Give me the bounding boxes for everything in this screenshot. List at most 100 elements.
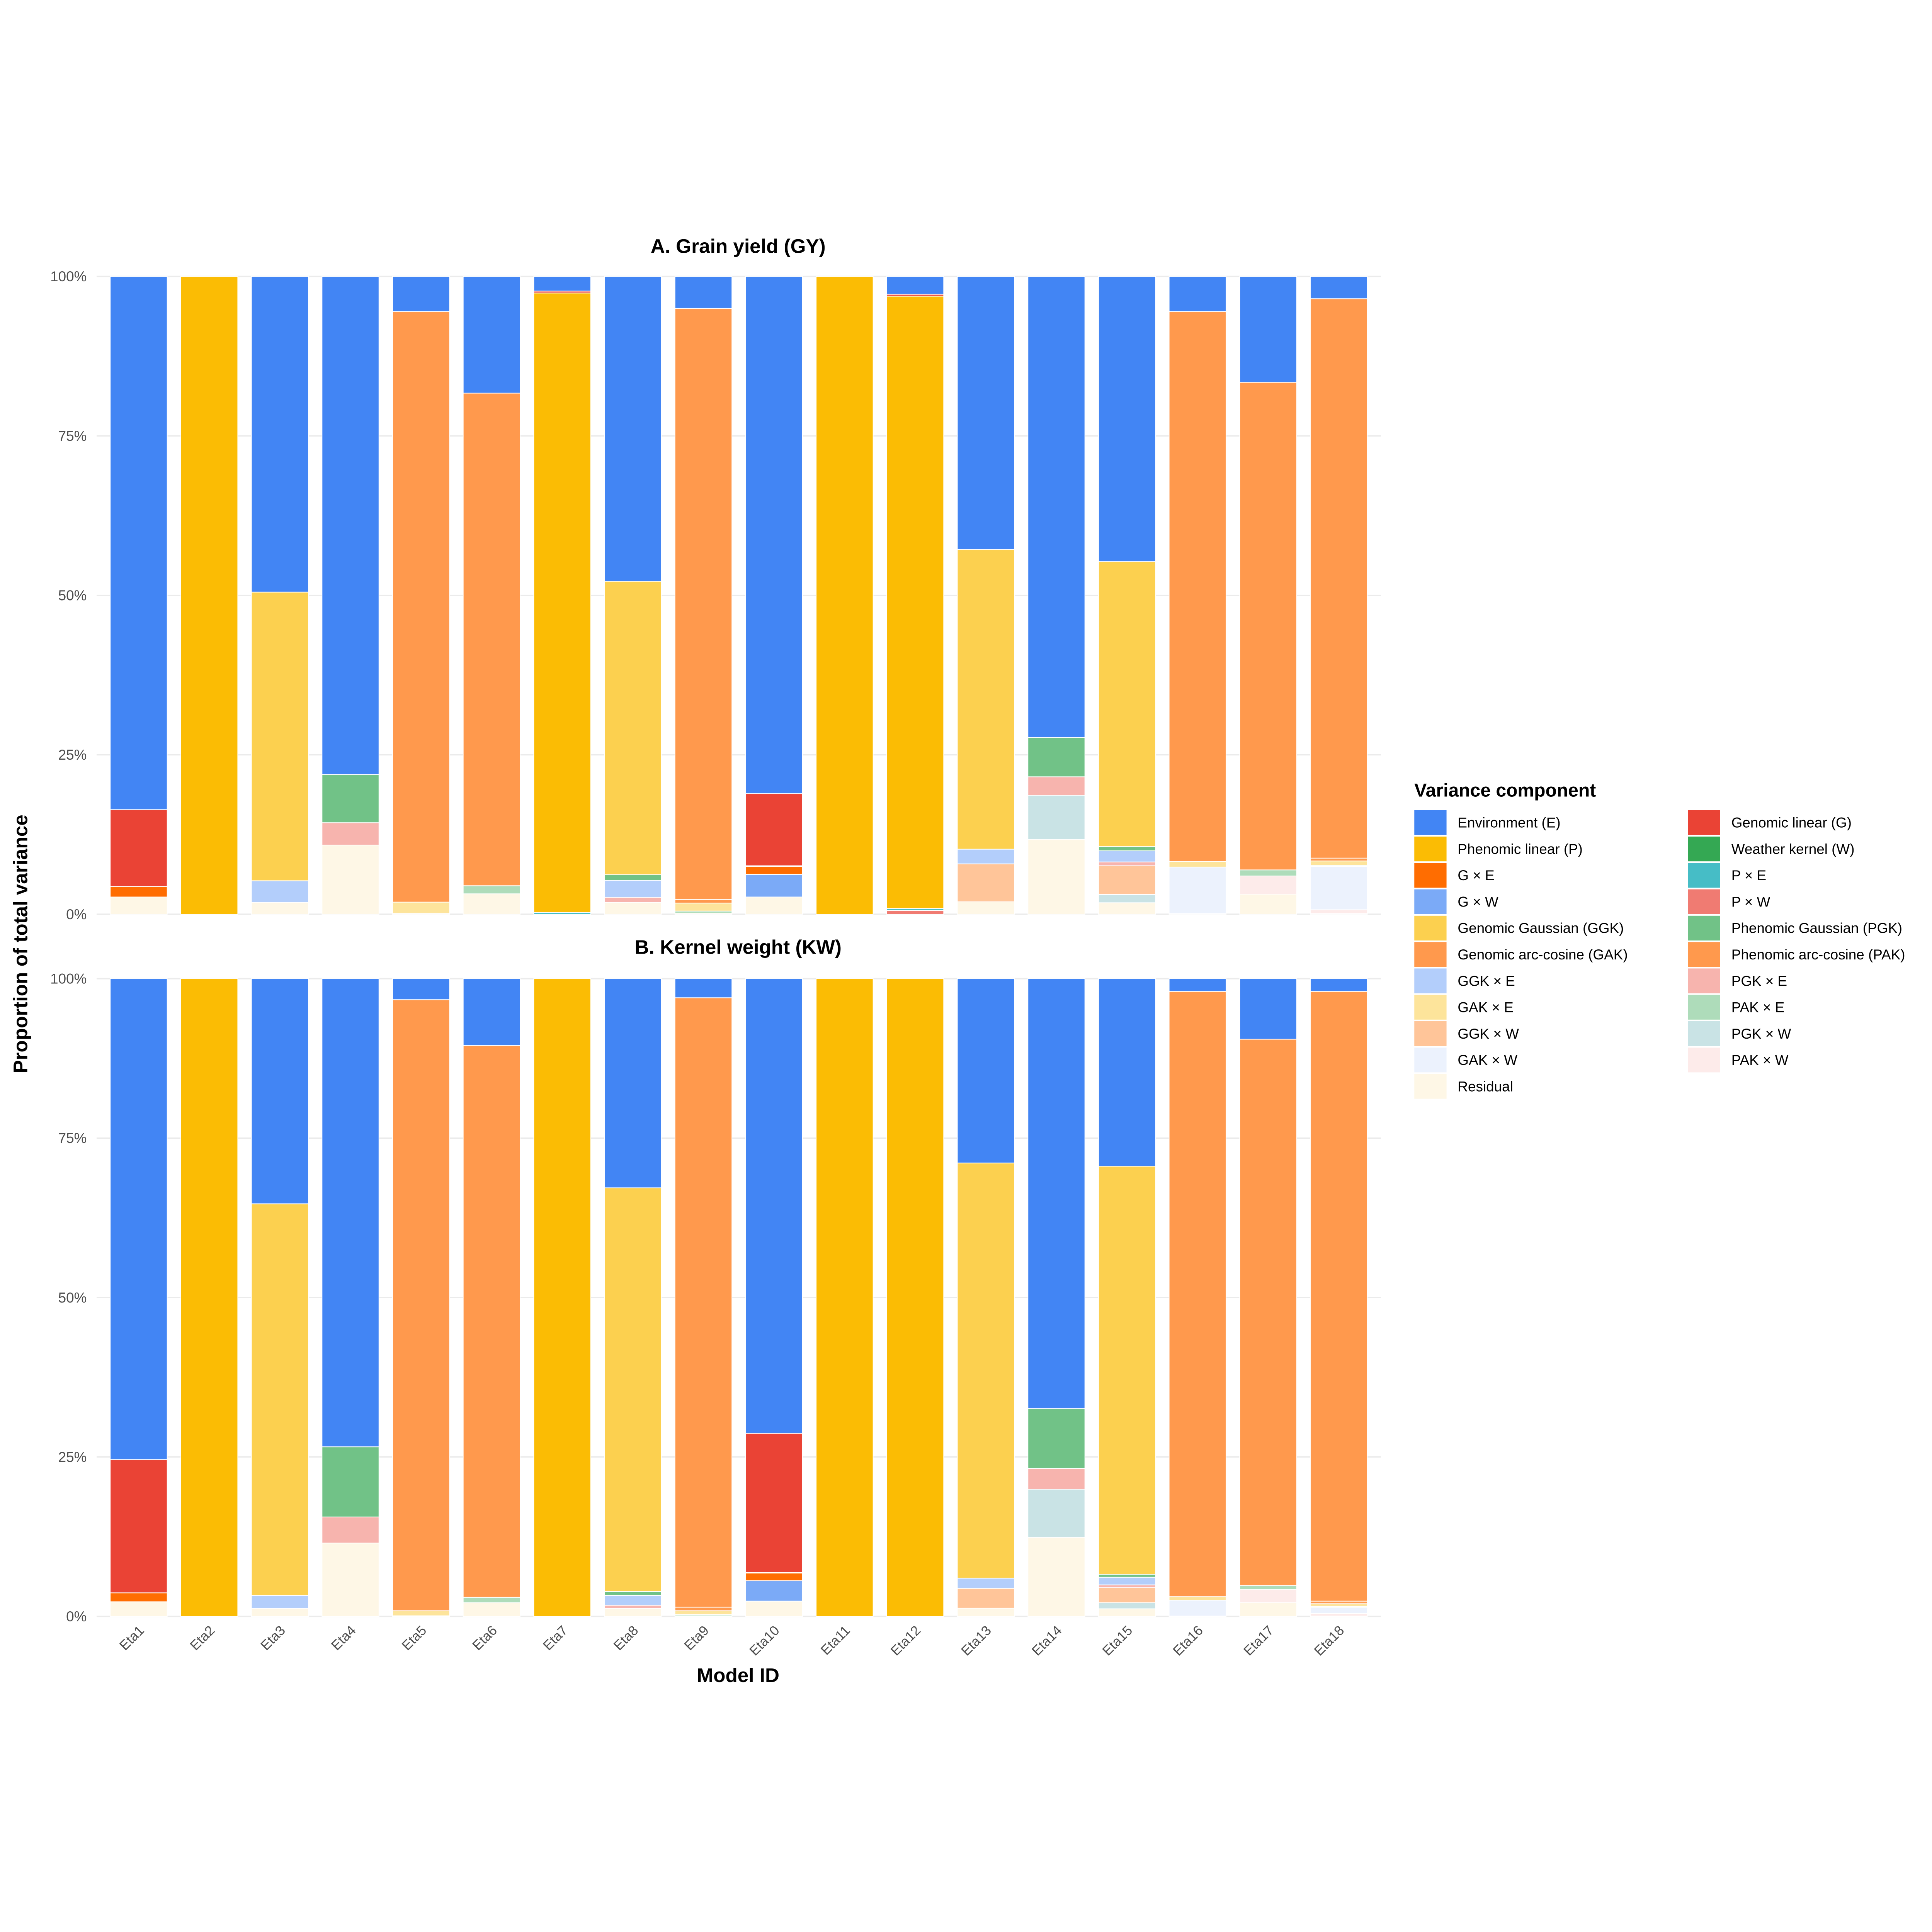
panels: A. Grain yield (GY) 0% 25% 50% 75% 100% B. Ker… [50,235,1381,1659]
bar-segment-e [463,978,521,1046]
bar-segment-ggkxe [251,1595,309,1609]
bar-segment-residual [110,1601,168,1617]
legend-item-gakxw: GAK × W [1414,1048,1517,1073]
bar-eta5 [392,978,450,1617]
panel-title: B. Kernel weight (KW) [635,936,842,958]
bar-segment-gakxe [392,1610,450,1616]
legend-item-residual: Residual [1414,1074,1513,1099]
legend-label: Environment (E) [1458,815,1560,831]
bar-segment-e [321,276,379,775]
bar-segment-pgkxw [1098,1602,1156,1609]
legend-label: G × W [1458,894,1498,910]
legend-item-pgkxe: PGK × E [1688,968,1787,993]
bar-segment-residual [463,893,521,915]
legend-swatch [1688,915,1720,940]
y-tick-label: 0% [66,1609,87,1624]
legend-item-gxw: G × W [1414,889,1498,914]
bar-eta6 [463,276,521,915]
legend-label: GGK × W [1458,1026,1519,1042]
y-tick-label: 75% [58,1130,87,1146]
bar-eta17 [1239,978,1297,1617]
bar-segment-g [110,809,168,887]
bar-segment-e [251,978,309,1204]
legend-label: PAK × W [1731,1052,1789,1068]
bar-segment-gxw [745,874,803,898]
bar-segment-e [392,276,450,312]
bar-segment-residual [321,844,379,915]
bar-eta10 [745,276,803,915]
bar-segment-e [533,276,591,292]
legend-label: G × E [1458,867,1494,883]
bar-segment-e [1239,276,1297,383]
y-tick-label: 25% [58,747,87,763]
bar-segment-e [745,276,803,794]
bar-segment-e [1168,978,1227,992]
bar-eta13 [957,978,1015,1617]
bar-segment-gxw [745,1580,803,1602]
bar-segment-residual [1098,902,1156,915]
bar-eta7 [533,276,591,915]
bar-eta15 [1098,276,1156,915]
legend-item-ggkxe: GGK × E [1414,968,1515,993]
y-tick-label: 100% [50,971,87,987]
bar-segment-e [1310,276,1368,299]
bar-segment-gakxe [674,1610,733,1615]
legend-item-pxw: P × W [1688,889,1770,914]
bar-segment-gakxe [392,901,450,914]
bar-segment-g [745,793,803,866]
bar-segment-pak [1239,1039,1297,1586]
bar-segment-pgkxe [1098,861,1156,866]
bar-segment-residual [110,896,168,915]
legend-label: GAK × E [1458,1000,1513,1015]
bar-segment-pgkxw [1098,894,1156,903]
bar-segment-e [674,276,733,309]
bar-eta9 [674,276,733,915]
bar-segment-pgk [1027,1408,1085,1469]
bar-segment-ggk [604,1187,662,1592]
bar-segment-pak [674,1607,733,1611]
bar-eta14 [1027,978,1085,1617]
bar-segment-gakxe [1310,861,1368,866]
bar-segment-ggkxe [957,849,1015,864]
bar-segment-gakxe [1310,1603,1368,1607]
bar-segment-pakxe [1239,1585,1297,1590]
bar-segment-e [463,276,521,394]
legend-swatch [1688,995,1720,1020]
bar-segment-residual [957,1607,1015,1617]
legend-swatch [1414,1048,1447,1073]
bar-segment-pgkxe [604,1605,662,1609]
legend-swatch [1688,1021,1720,1046]
bar-segment-residual [745,896,803,915]
bar-segment-pgkxe [321,822,379,845]
legend-item-gakxe: GAK × E [1414,995,1514,1020]
bar-segment-ggkxw [1098,865,1156,895]
bar-eta11 [816,276,874,915]
y-tick-label: 25% [58,1449,87,1465]
bar-segment-gakxw [1310,866,1368,910]
bar-segment-gxe [745,1573,803,1581]
legend-item-w: Weather kernel (W) [1688,837,1854,862]
bar-segment-pgkxe [1027,1468,1085,1490]
bar-segment-ggk [251,1203,309,1596]
bar-eta4 [321,978,379,1617]
bar-segment-residual [1239,894,1297,915]
bar-segment-g [745,1433,803,1573]
bar-segment-p [180,276,238,915]
y-tick-label: 50% [58,1290,87,1306]
legend-item-g: Genomic linear (G) [1688,810,1852,835]
bar-segment-pgk [321,774,379,823]
legend: Variance component Environment (E) Phenom… [1414,780,1905,1099]
legend-swatch [1688,1048,1720,1073]
bar-segment-e [1027,978,1085,1409]
legend-label: Phenomic linear (P) [1458,841,1583,857]
panel-title: A. Grain yield (GY) [651,235,826,257]
bar-segment-pakxe [463,885,521,895]
y-tick-label: 75% [58,428,87,444]
bar-segment-residual [251,1608,309,1617]
bar-segment-gakxe [1168,1596,1227,1601]
bar-eta5 [392,276,450,915]
panel-a: A. Grain yield (GY) 0% 25% 50% 75% 100% [50,235,1381,922]
bar-segment-pak [463,393,521,886]
bar-eta15 [1098,978,1156,1617]
